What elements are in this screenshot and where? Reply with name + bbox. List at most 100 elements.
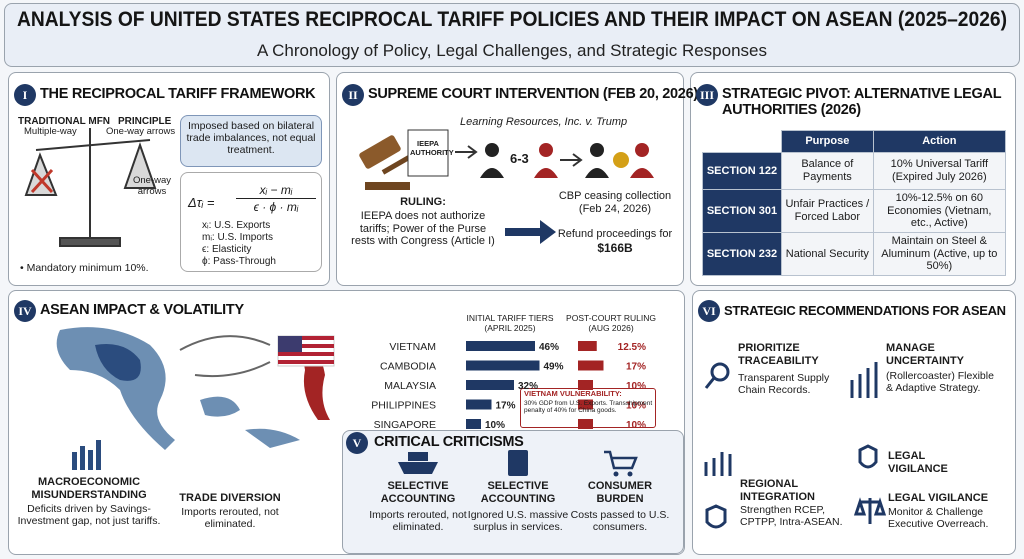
bar	[466, 360, 540, 371]
cell: SECTION 122	[702, 152, 782, 190]
case: Learning Resources, Inc. v. Trump	[460, 116, 628, 128]
recommendation-icons	[704, 362, 887, 529]
section-box	[336, 72, 684, 286]
formula-numerator: xᵢ − mᵢ	[236, 183, 316, 199]
value-label: 32%	[518, 381, 538, 392]
document-icon	[407, 129, 449, 177]
legend-item: ϕ: Pass-Through	[202, 256, 276, 267]
ruling-label: RULING:	[400, 196, 446, 208]
header-cell: Action	[872, 130, 1007, 153]
criticism-text: Costs passed to U.S. consumers.	[570, 509, 670, 534]
rec-text: Strengthen RCEP, CPTPP, Intra-ASEAN.	[740, 504, 843, 529]
section-title: STRATEGIC PIVOT: ALTERNATIVE LEGAL AUTHO…	[722, 86, 1002, 118]
alert-title: VIETNAM VULNERABILITY:	[524, 389, 622, 398]
diversion-title: TRADE DIVERSION	[179, 492, 281, 504]
value-label: 46%	[539, 342, 559, 353]
rec-title: LEGAL VIGILANCE	[888, 450, 948, 475]
section-title: ASEAN IMPACT & VOLATILITY	[40, 302, 244, 318]
minimum: • Mandatory minimum 10%.	[20, 262, 149, 274]
bar	[466, 341, 535, 351]
header	[4, 3, 1020, 67]
bar	[578, 419, 593, 429]
value-label: 12.5%	[618, 342, 646, 353]
section-title: STRATEGIC RECOMMENDATIONS FOR ASEAN	[724, 303, 1006, 318]
diversion-text: Imports rerouted, not eliminated.	[181, 506, 279, 531]
section-title: CRITICAL CRITICISMS	[374, 434, 524, 450]
series-title: INITIAL TARIFF TIERS (APRIL 2025)	[466, 313, 554, 333]
arrow	[455, 145, 583, 167]
numeral: II	[342, 84, 364, 106]
criticism-title: SELECTIVE ACCOUNTING	[480, 480, 556, 505]
table-row: SECTION 232 National Security Maintain on …	[702, 231, 1007, 276]
header-graphics: ANALYSIS OF UNITED STATES RECIPROCAL TAR…	[17, 8, 1007, 60]
category-label: VIETNAM	[389, 341, 436, 353]
value-label: 10%	[485, 420, 505, 431]
cell: SECTION 232	[702, 231, 782, 276]
section-box	[692, 290, 1016, 555]
bar	[466, 419, 481, 429]
value-label: 10%	[626, 401, 646, 412]
bar	[466, 399, 492, 410]
numeral: V	[346, 432, 368, 454]
series-title: POST-COURT RULING (AUG 2026)	[566, 313, 656, 333]
label: PRINCIPLE	[118, 116, 172, 127]
formula-denominator: ϵ · ϕ · mᵢ	[253, 200, 299, 214]
rec-title: REGIONAL INTEGRATION	[740, 478, 815, 503]
category-label: CAMBODIA	[380, 361, 436, 373]
category-label: MALAYSIA	[384, 380, 436, 392]
value-label: 10%	[626, 381, 646, 392]
note: One-way arrows	[106, 126, 176, 137]
macro-text: Deficits driven by Savings-Investment ga…	[17, 503, 161, 528]
bar	[466, 380, 514, 390]
section-title: THE RECIPROCAL TARIFF FRAMEWORK	[40, 86, 316, 102]
callout: Imposed based on bilateral trade imbalan…	[186, 120, 316, 157]
cell: National Security	[781, 231, 874, 276]
refund: Refund proceedings for	[557, 228, 673, 240]
value-label: 17%	[496, 401, 516, 412]
criticism-title: CONSUMER BURDEN	[587, 480, 653, 505]
criticism-icons	[398, 450, 638, 477]
bar	[578, 341, 597, 351]
ruling: IEEPA does not authorize tariffs; Power …	[351, 210, 495, 248]
value-label: 10%	[626, 420, 646, 431]
numeral: I	[14, 84, 36, 106]
minimum-text: Mandatory minimum 10%.	[26, 262, 149, 274]
category-label: SINGAPORE	[374, 419, 436, 431]
section-title: SUPREME COURT INTERVENTION (FEB 20, 2026…	[368, 86, 698, 102]
rec-title: MANAGE UNCERTAINTY	[886, 342, 965, 367]
formula-lhs: Δτᵢ =	[188, 195, 215, 210]
bar	[578, 399, 593, 410]
authority-table: Purpose Action SECTION 122 Balance of Paym…	[702, 130, 1007, 276]
rec-text: Transparent Supply Chain Records.	[738, 372, 830, 397]
formula-box	[180, 172, 322, 272]
bar	[578, 360, 604, 371]
table-row: SECTION 301 Unfair Practices / Forced Lab…	[702, 189, 1007, 233]
value-label: 49%	[544, 362, 564, 373]
cell: SECTION 301	[702, 189, 782, 233]
note: One-way arrows	[132, 175, 171, 197]
legend-item: xᵢ: U.S. Exports	[202, 220, 271, 231]
rec-text: Monitor & Challenge Executive Overreach.	[888, 506, 989, 531]
numeral: IV	[14, 300, 36, 322]
check-icon	[613, 152, 629, 168]
value-label: 17%	[626, 362, 646, 373]
subtitle: A Chronology of Policy, Legal Challenges…	[257, 41, 767, 60]
rec-title: LEGAL VIGILANCE	[888, 492, 989, 504]
bar	[578, 380, 593, 390]
numeral: VI	[698, 300, 720, 322]
justices-icon	[480, 143, 654, 178]
scale-icon	[24, 128, 157, 247]
cell: Balance of Payments	[781, 152, 874, 190]
map	[56, 327, 335, 450]
cell: Maintain on Steel & Aluminum (Active, up…	[872, 231, 1007, 276]
cell: 10%-12.5% on 60 Economies (Vietnam, etc.…	[872, 189, 1007, 233]
callout-box	[180, 115, 322, 167]
criticism-text: Ignored U.S. massive surplus in services…	[467, 509, 569, 534]
title: ANALYSIS OF UNITED STATES RECIPROCAL TAR…	[17, 8, 1007, 31]
label: TRADITIONAL MFN	[18, 116, 111, 127]
rec-text: (Rollercoaster) Flexible & Adaptive Stra…	[886, 370, 994, 395]
criticism-text: Imports rerouted, not eliminated.	[369, 509, 467, 534]
doc-label: IEEPA AUTHORITY	[410, 139, 454, 157]
cbp: CBP ceasing collection (Feb 24, 2026)	[558, 190, 672, 215]
